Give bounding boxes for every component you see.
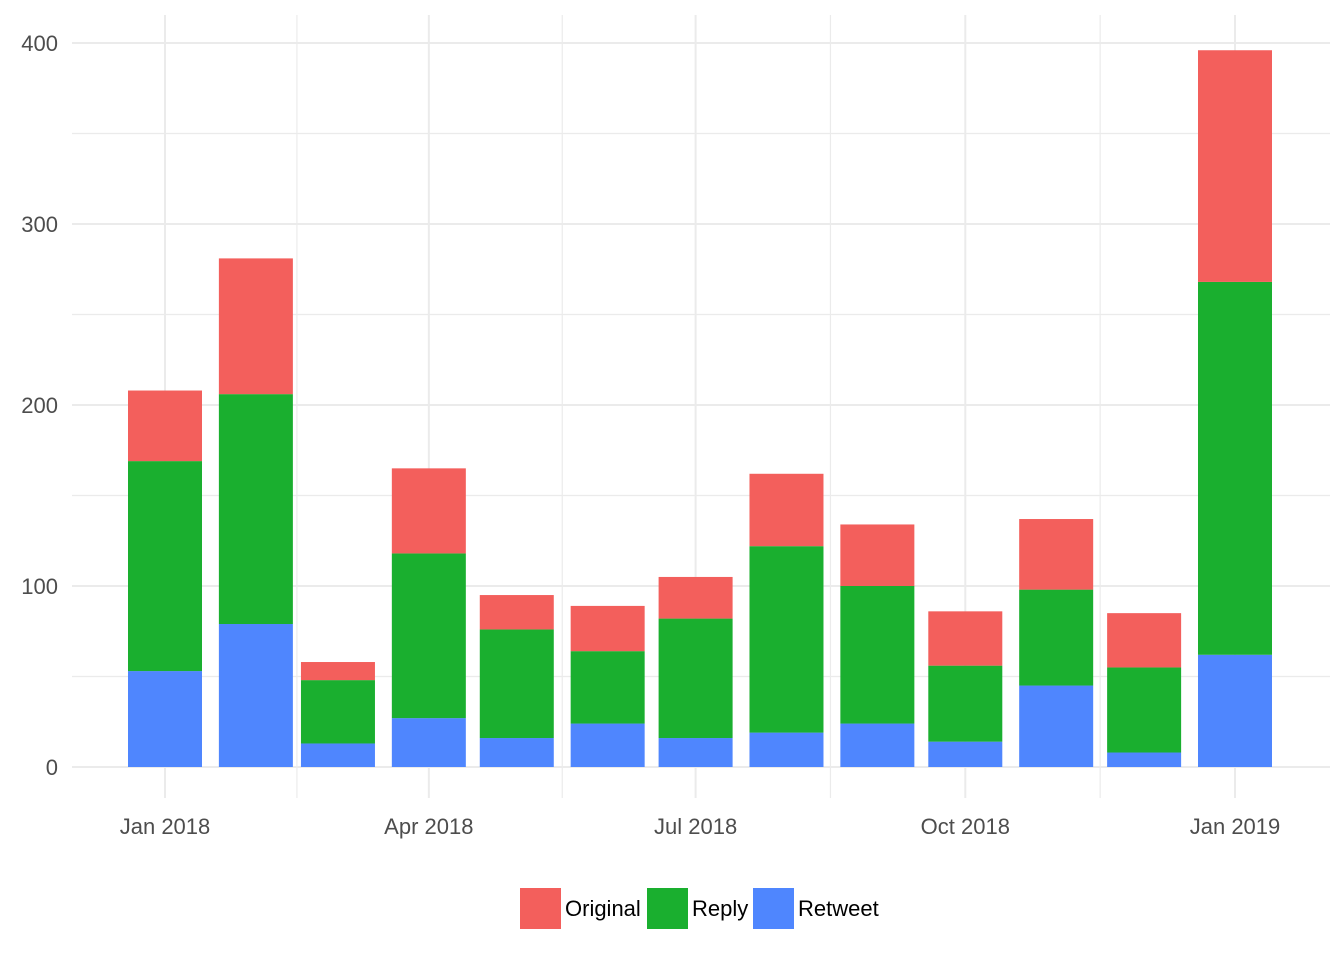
bar-reply	[1019, 589, 1094, 686]
bar-retweet	[570, 723, 645, 767]
bar-original	[840, 524, 915, 586]
legend-label-reply: Reply	[692, 896, 748, 921]
bar-reply	[218, 394, 293, 625]
legend: Original Reply Retweet	[520, 888, 879, 929]
y-tick-label: 100	[21, 574, 58, 599]
bars	[128, 50, 1272, 767]
bar-retweet	[749, 732, 824, 767]
bar-original	[1107, 613, 1182, 668]
x-axis-ticks: Jan 2018 Apr 2018 Jul 2018 Oct 2018 Jan 2019	[120, 814, 1281, 839]
bar-reply	[749, 546, 824, 733]
bar-original	[1019, 519, 1094, 590]
bar-original	[479, 595, 554, 630]
bar-original	[218, 258, 293, 395]
bar-reply	[928, 665, 1003, 742]
legend-key-retweet	[753, 888, 794, 929]
bar-original	[570, 605, 645, 652]
bar-original	[1198, 50, 1272, 282]
bar-retweet	[1107, 752, 1182, 767]
bar-reply	[570, 651, 645, 724]
bar-original	[128, 390, 202, 462]
bar-reply	[128, 461, 202, 672]
x-tick-label: Jul 2018	[654, 814, 737, 839]
x-tick-label: Oct 2018	[921, 814, 1010, 839]
bar-reply	[1198, 281, 1272, 655]
y-axis-ticks: 0 100 200 300 400	[21, 31, 58, 780]
bar-retweet	[218, 624, 293, 767]
legend-label-original: Original	[565, 896, 641, 921]
bar-retweet	[1198, 654, 1272, 767]
bar-original	[749, 473, 824, 547]
legend-key-original	[520, 888, 561, 929]
bar-retweet	[391, 718, 466, 767]
legend-key-reply	[647, 888, 688, 929]
bar-reply	[1107, 667, 1182, 753]
bar-retweet	[1019, 685, 1094, 767]
bar-retweet	[300, 743, 375, 767]
bar-reply	[479, 629, 554, 739]
y-tick-label: 400	[21, 31, 58, 56]
y-tick-label: 300	[21, 212, 58, 237]
bar-reply	[658, 618, 733, 739]
bar-retweet	[479, 738, 554, 767]
bar-retweet	[840, 723, 915, 767]
bar-reply	[391, 553, 466, 719]
bar-retweet	[928, 741, 1003, 767]
legend-label-retweet: Retweet	[798, 896, 879, 921]
bar-original	[391, 468, 466, 554]
x-tick-label: Apr 2018	[384, 814, 473, 839]
bar-original	[658, 576, 733, 619]
bar-retweet	[128, 671, 202, 767]
y-tick-label: 0	[46, 755, 58, 780]
bar-original	[300, 662, 375, 681]
y-tick-label: 200	[21, 393, 58, 418]
x-tick-label: Jan 2018	[120, 814, 211, 839]
bar-retweet	[658, 738, 733, 767]
bar-reply	[840, 586, 915, 724]
bar-reply	[300, 680, 375, 744]
bar-original	[928, 611, 1003, 666]
x-tick-label: Jan 2019	[1190, 814, 1281, 839]
